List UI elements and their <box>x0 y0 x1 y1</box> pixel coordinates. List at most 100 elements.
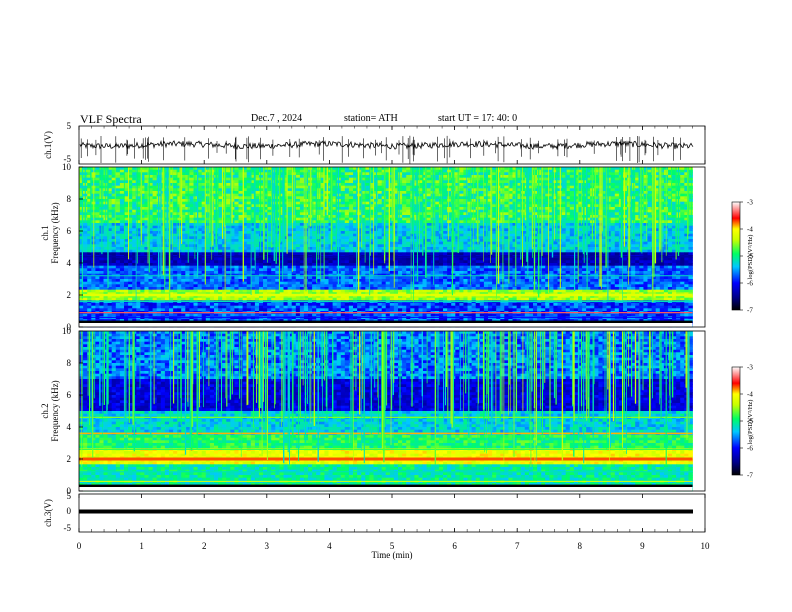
heatmap-cell <box>312 201 317 205</box>
heatmap-cell <box>218 244 223 248</box>
heatmap-cell <box>254 207 260 211</box>
heatmap-cell <box>271 204 276 208</box>
heatmap-cell <box>173 204 178 208</box>
heatmap-cell <box>606 236 612 240</box>
heatmap-cell <box>128 209 133 213</box>
heatmap-cell <box>512 207 517 211</box>
heatmap-cell <box>238 191 243 195</box>
heatmap-cell <box>586 191 591 195</box>
heatmap-cell <box>631 207 636 211</box>
heatmap-cell <box>541 215 546 219</box>
heatmap-cell <box>586 180 591 184</box>
heatmap-cell <box>87 191 92 195</box>
heatmap-cell <box>688 207 693 211</box>
heatmap-cell <box>234 252 239 256</box>
heatmap-cell <box>271 172 276 176</box>
heatmap-cell <box>357 172 362 176</box>
heatmap-cell <box>483 252 489 256</box>
heatmap-cell <box>365 191 370 195</box>
heatmap-cell <box>344 169 350 173</box>
heatmap-cell <box>136 188 141 192</box>
heatmap-cell <box>299 199 305 203</box>
heatmap-cell <box>479 201 485 205</box>
heatmap-cell <box>312 212 317 216</box>
heatmap-cell <box>635 175 640 179</box>
heatmap-cell <box>430 196 436 200</box>
heatmap-cell <box>528 201 534 205</box>
heatmap-cell <box>655 204 661 208</box>
heatmap-cell <box>357 209 362 213</box>
heatmap-cell <box>647 207 652 211</box>
heatmap-cell <box>430 228 436 232</box>
heatmap-cell <box>250 209 256 213</box>
heatmap-cell <box>643 169 648 173</box>
heatmap-cell <box>279 185 284 189</box>
heatmap-cell <box>357 228 362 232</box>
heatmap-cell <box>569 239 575 243</box>
heatmap-cell <box>259 209 264 213</box>
heatmap-cell <box>594 199 599 203</box>
heatmap-cell <box>504 209 509 213</box>
heatmap-cell <box>299 223 305 227</box>
heatmap-cell <box>549 169 554 173</box>
heatmap-cell <box>434 185 440 189</box>
heatmap-cell <box>467 183 472 187</box>
heatmap-cell <box>357 220 362 224</box>
heatmap-cell <box>95 191 100 195</box>
heatmap-cell <box>541 172 546 176</box>
heatmap-cell <box>434 247 440 251</box>
heatmap-cell <box>667 177 673 181</box>
heatmap-cell <box>578 223 583 227</box>
heatmap-cell <box>193 177 198 181</box>
heatmap-cell <box>340 212 346 216</box>
heatmap-cell <box>602 225 607 229</box>
heatmap-cell <box>226 169 231 173</box>
heatmap-cell <box>631 175 636 179</box>
heatmap-cell <box>152 172 158 176</box>
heatmap-cell <box>201 188 207 192</box>
heatmap-cell <box>361 188 366 192</box>
heatmap-cell <box>365 252 370 256</box>
heatmap-cell <box>259 199 264 203</box>
heatmap-cell <box>189 223 194 227</box>
heatmap-cell <box>553 225 558 229</box>
heatmap-cell <box>602 215 607 219</box>
heatmap-cell <box>312 217 317 221</box>
heatmap-cell <box>467 177 472 181</box>
heatmap-cell <box>312 252 317 256</box>
heatmap-cell <box>459 223 464 227</box>
heatmap-cell <box>234 223 239 227</box>
heatmap-cell <box>287 169 293 173</box>
heatmap-cell <box>189 220 194 224</box>
heatmap-cell <box>586 199 591 203</box>
heatmap-cell <box>152 201 158 205</box>
heatmap-cell <box>197 252 203 256</box>
heatmap-cell <box>369 183 374 187</box>
heatmap-cell <box>463 199 468 203</box>
heatmap-cell <box>492 223 497 227</box>
heatmap-cell <box>393 196 399 200</box>
heatmap-cell <box>610 188 616 192</box>
heatmap-cell <box>205 244 211 248</box>
heatmap-cell <box>430 252 436 256</box>
heatmap-cell <box>393 220 399 224</box>
heatmap-cell <box>365 199 370 203</box>
heatmap-cell <box>631 244 636 248</box>
heatmap-cell <box>610 215 616 219</box>
heatmap-cell <box>635 172 640 176</box>
heatmap-cell <box>340 207 346 211</box>
heatmap-cell <box>173 225 178 229</box>
heatmap-cell <box>222 228 227 232</box>
heatmap-cell <box>680 183 685 187</box>
heatmap-cell <box>128 167 133 171</box>
heatmap-cell <box>647 236 652 240</box>
heatmap-cell <box>238 212 243 216</box>
heatmap-cell <box>132 228 137 232</box>
heatmap-cell <box>643 209 648 213</box>
heatmap-cell <box>128 191 133 195</box>
heatmap-cell <box>324 185 329 189</box>
heatmap-cell <box>426 220 432 224</box>
heatmap-cell <box>516 172 522 176</box>
heatmap-cell <box>606 167 612 171</box>
heatmap-cell <box>361 204 366 208</box>
